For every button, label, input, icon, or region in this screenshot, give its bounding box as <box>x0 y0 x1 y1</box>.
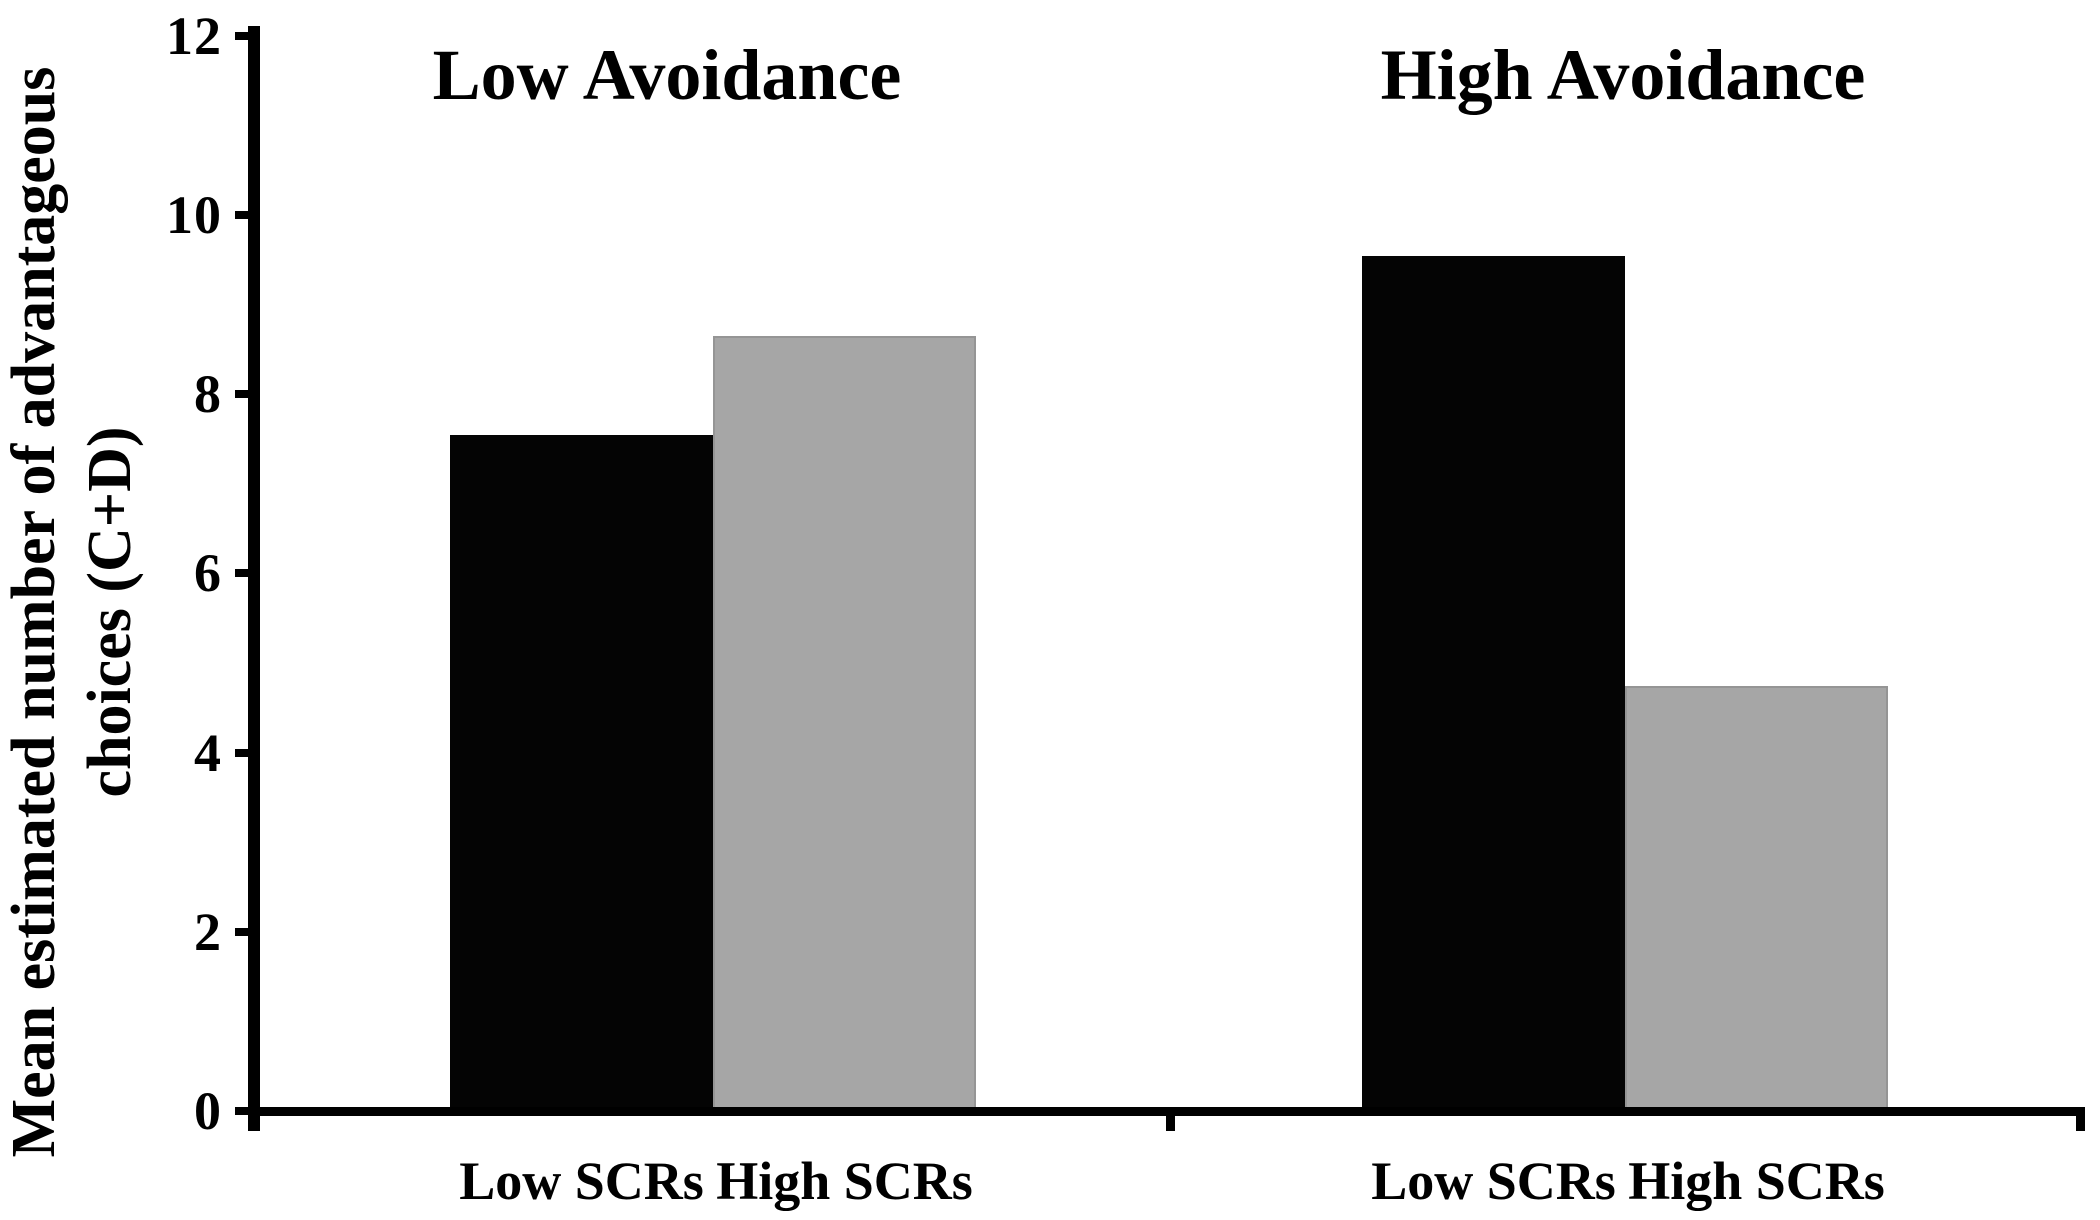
bar-high-avoidance-high-scrs <box>1625 685 1888 1112</box>
y-tick-label-2: 2 <box>194 901 222 962</box>
bar-low-avoidance-high-scrs <box>713 336 976 1112</box>
group-title-low-avoidance: Low Avoidance <box>432 35 902 115</box>
y-tick-label-4: 4 <box>194 722 222 783</box>
y-tick-label-6: 6 <box>194 543 222 604</box>
x-label-high-avoidance-high-scrs: High SCRs <box>1628 1151 1885 1211</box>
bar-low-avoidance-low-scrs <box>450 435 713 1112</box>
y-tick-mark-12 <box>235 31 249 40</box>
group-title-high-avoidance: High Avoidance <box>1380 35 1866 115</box>
y-tick-mark-8 <box>235 390 249 399</box>
x-axis-line <box>248 1107 2085 1116</box>
y-tick-mark-6 <box>235 569 249 578</box>
y-tick-mark-10 <box>235 211 249 219</box>
x-label-low-avoidance-high-scrs: High SCRs <box>716 1151 973 1211</box>
y-tick-mark-2 <box>235 927 249 936</box>
x-label-low-avoidance-low-scrs: Low SCRs <box>459 1151 704 1211</box>
y-tick-mark-0 <box>235 1107 249 1115</box>
y-tick-label-0: 0 <box>194 1081 222 1141</box>
y-tick-label-12: 12 <box>166 5 222 66</box>
x-axis-divider-tick <box>1166 1107 1175 1131</box>
bar-high-avoidance-low-scrs <box>1362 255 1625 1112</box>
y-tick-mark-4 <box>235 748 249 757</box>
y-tick-label-10: 10 <box>166 185 222 245</box>
y-axis-line <box>248 26 260 1131</box>
x-axis-end-tick <box>2076 1107 2085 1131</box>
x-label-high-avoidance-low-scrs: Low SCRs <box>1371 1151 1616 1211</box>
y-tick-label-8: 8 <box>194 364 222 425</box>
